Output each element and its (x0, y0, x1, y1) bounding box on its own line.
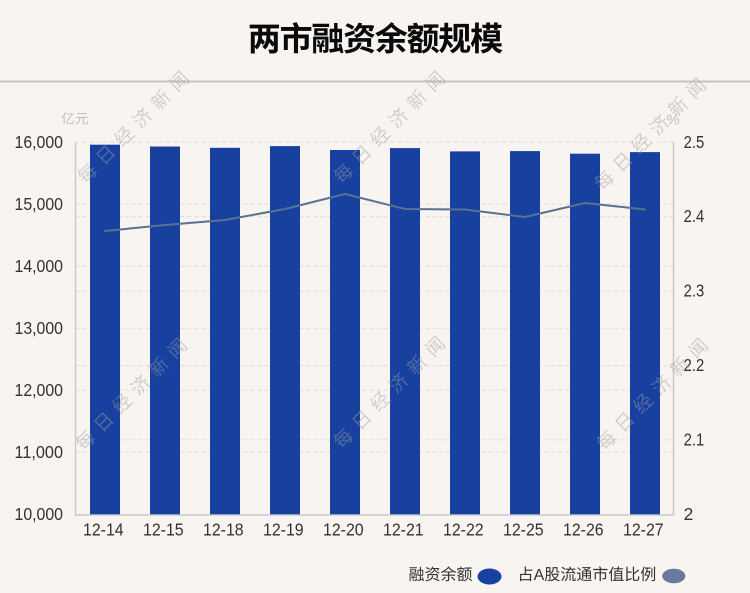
svg-text:2.5: 2.5 (684, 132, 705, 152)
svg-text:2.3: 2.3 (684, 281, 705, 301)
svg-text:2.2: 2.2 (684, 355, 705, 375)
svg-text:2: 2 (684, 504, 694, 524)
svg-text:12-15: 12-15 (143, 520, 184, 540)
svg-text:A: A (534, 567, 545, 584)
svg-text:12,000: 12,000 (15, 380, 64, 400)
svg-text:2.1: 2.1 (684, 429, 705, 449)
svg-text:12-18: 12-18 (203, 520, 244, 540)
svg-text:14,000: 14,000 (15, 256, 64, 276)
svg-text:12-20: 12-20 (323, 520, 364, 540)
svg-text:10,000: 10,000 (15, 504, 64, 524)
svg-text:12-27: 12-27 (623, 520, 664, 540)
svg-text:12-21: 12-21 (383, 520, 424, 540)
svg-text:16,000: 16,000 (15, 132, 64, 152)
svg-text:%: % (667, 111, 680, 128)
svg-text:13,000: 13,000 (15, 318, 64, 338)
svg-text:12-14: 12-14 (83, 520, 124, 540)
svg-text:2.4: 2.4 (684, 206, 705, 226)
svg-text:12-25: 12-25 (503, 520, 544, 540)
svg-text:12-19: 12-19 (263, 520, 304, 540)
svg-text:12-26: 12-26 (563, 520, 604, 540)
svg-text:15,000: 15,000 (15, 194, 64, 214)
svg-text:12-22: 12-22 (443, 520, 484, 540)
svg-text:11,000: 11,000 (15, 442, 64, 462)
